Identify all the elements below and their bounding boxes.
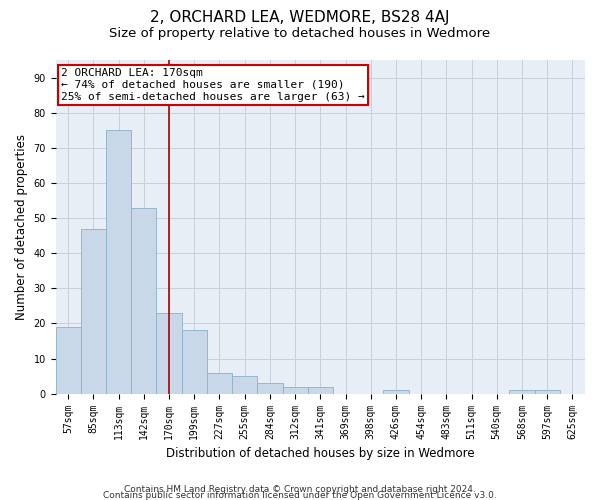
Y-axis label: Number of detached properties: Number of detached properties — [15, 134, 28, 320]
Bar — [106, 130, 131, 394]
Bar — [207, 372, 232, 394]
Bar — [131, 208, 157, 394]
Bar — [157, 313, 182, 394]
Text: 2, ORCHARD LEA, WEDMORE, BS28 4AJ: 2, ORCHARD LEA, WEDMORE, BS28 4AJ — [150, 10, 450, 25]
Text: 2 ORCHARD LEA: 170sqm
← 74% of detached houses are smaller (190)
25% of semi-det: 2 ORCHARD LEA: 170sqm ← 74% of detached … — [61, 68, 365, 102]
Bar — [81, 228, 106, 394]
Text: Contains HM Land Registry data © Crown copyright and database right 2024.: Contains HM Land Registry data © Crown c… — [124, 485, 476, 494]
Bar — [182, 330, 207, 394]
Bar — [232, 376, 257, 394]
Bar — [257, 383, 283, 394]
Bar — [308, 386, 333, 394]
Bar — [509, 390, 535, 394]
Bar — [535, 390, 560, 394]
Bar — [283, 386, 308, 394]
Text: Size of property relative to detached houses in Wedmore: Size of property relative to detached ho… — [109, 28, 491, 40]
Bar — [56, 327, 81, 394]
X-axis label: Distribution of detached houses by size in Wedmore: Distribution of detached houses by size … — [166, 447, 475, 460]
Bar — [383, 390, 409, 394]
Text: Contains public sector information licensed under the Open Government Licence v3: Contains public sector information licen… — [103, 491, 497, 500]
